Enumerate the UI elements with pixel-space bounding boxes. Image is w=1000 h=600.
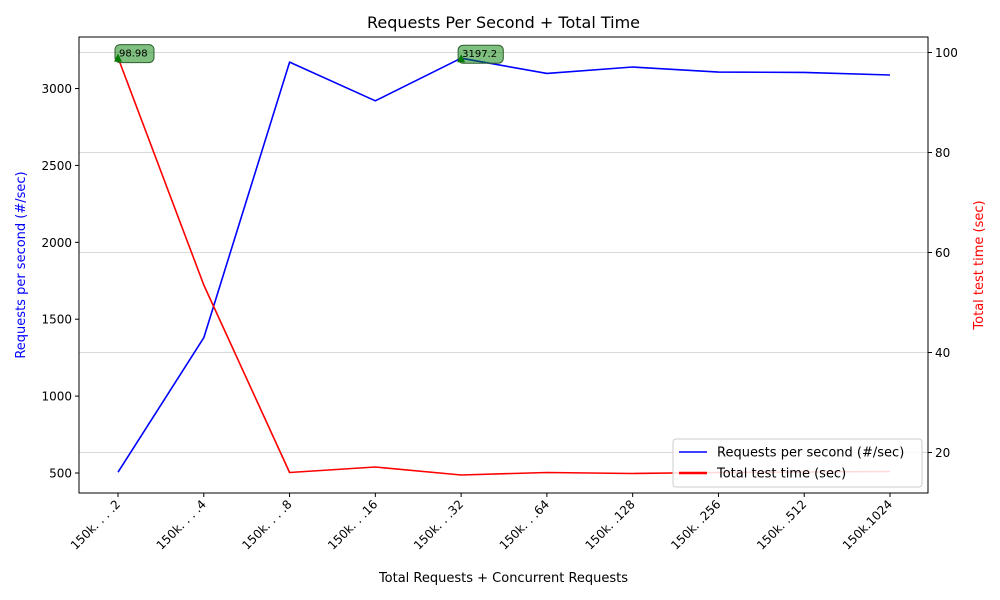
annotation-arrow-0 (114, 53, 122, 62)
y-right-tick-label-0: 20 (935, 446, 950, 460)
chart-title: Requests Per Second + Total Time (367, 13, 640, 32)
y-left-tick-label-3: 2000 (41, 236, 72, 250)
annotation-box-0 (114, 44, 155, 64)
annotation-arrow-1 (457, 54, 466, 63)
y-right-tick-label-3: 80 (935, 146, 950, 160)
y-left-tick-label-0: 500 (49, 467, 72, 481)
y-right-tick-label-4: 100 (935, 46, 958, 60)
annotation-layer: 98.98 3197.2 (114, 44, 504, 64)
y-left-tick-label-5: 3000 (41, 82, 72, 96)
legend-box (672, 438, 923, 488)
legend-label-total-time: Total test time (sec) (716, 467, 846, 482)
annotation-box-1 (457, 44, 504, 64)
y-right-tick-label-2: 60 (935, 246, 950, 260)
annotation-label-1: 3197.2 (462, 49, 497, 60)
y-axis-left-title: Requests per second (#/sec) (14, 171, 29, 358)
series-line-0 (117, 57, 891, 473)
y-left-tick-label-2: 1500 (41, 313, 72, 327)
legend: Requests per second (#/sec) Total test t… (672, 438, 923, 488)
y-right-tick-label-1: 40 (935, 346, 950, 360)
plot-frame (78, 36, 929, 494)
y-left-tick-label-1: 1000 (41, 390, 72, 404)
y-axis-right-title: Total test time (sec) (972, 200, 987, 330)
y-left-tick-label-4: 2500 (41, 159, 72, 173)
legend-label-requests: Requests per second (#/sec) (717, 446, 904, 461)
annotation-label-0: 98.98 (119, 49, 148, 60)
x-axis-title: Total Requests + Concurrent Requests (378, 571, 628, 586)
